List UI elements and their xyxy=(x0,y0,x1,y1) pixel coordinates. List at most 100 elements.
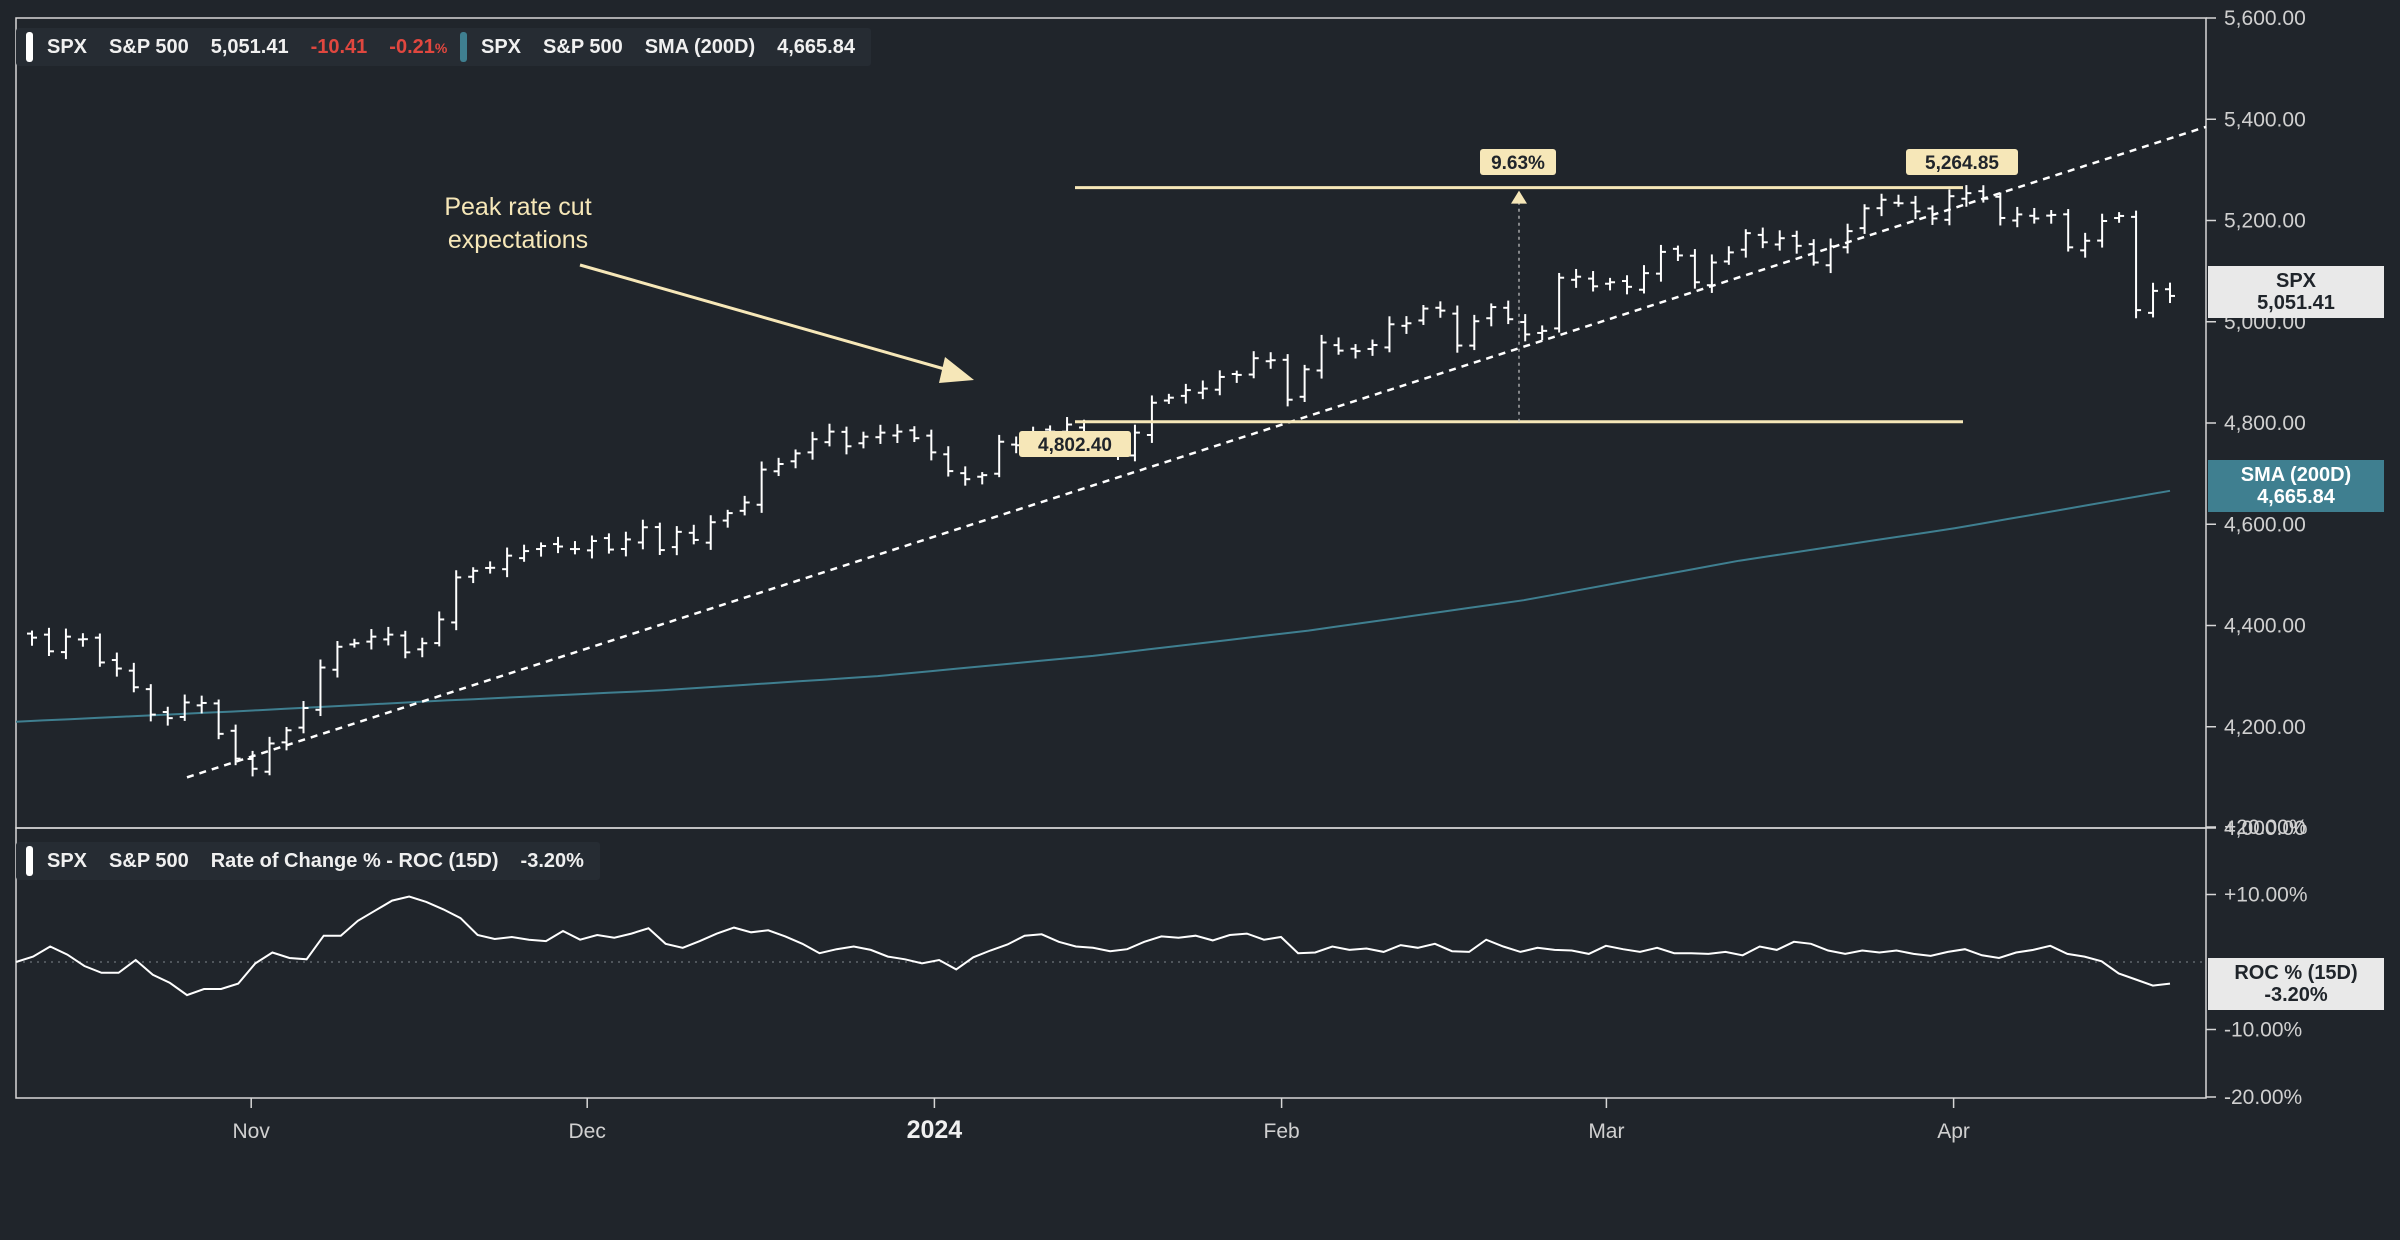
price-bar xyxy=(756,461,767,513)
roc-axis-tick-label: -10.00% xyxy=(2224,1019,2302,1042)
price-bar xyxy=(654,522,665,556)
legend-roc-swatch xyxy=(26,846,33,876)
price-bar xyxy=(281,726,292,751)
price-bar xyxy=(94,633,105,667)
legend-main-symbol: SPX xyxy=(47,35,88,58)
price-bar xyxy=(1995,192,2006,226)
legend-roc-symbol: SPX xyxy=(47,849,88,872)
price-bar xyxy=(1503,300,1514,325)
time-axis-label: Apr xyxy=(1937,1120,1970,1143)
price-bar xyxy=(1944,189,1955,226)
legend-sma-symbol: SPX xyxy=(481,35,522,58)
price-bar xyxy=(553,536,564,554)
legend-main-change-pct-wrap: -0.21% xyxy=(389,36,447,59)
price-bar xyxy=(1282,354,1293,407)
price-bar xyxy=(1520,314,1531,342)
price-bar xyxy=(1978,185,1989,203)
price-bar xyxy=(722,509,733,528)
price-bar xyxy=(1384,316,1395,353)
price-bar xyxy=(349,638,360,648)
legend-roc-name: S&P 500 xyxy=(109,849,189,872)
price-bar xyxy=(2012,206,2023,228)
price-bar xyxy=(247,750,258,777)
price-bar xyxy=(909,426,920,443)
legend-main[interactable]: SPX S&P 500 5,051.41 -10.41 -0.21% xyxy=(16,28,464,66)
time-axis-label: Feb xyxy=(1264,1120,1300,1143)
price-bar xyxy=(943,446,954,477)
price-bar xyxy=(485,561,496,574)
legend-main-change: -10.41 xyxy=(310,35,368,58)
spx-price-tag-value: 5,051.41 xyxy=(2257,292,2335,314)
sma-price-tag: SMA (200D) 4,665.84 xyxy=(2208,460,2384,512)
annotation-line-2: expectations xyxy=(448,226,588,254)
price-bar xyxy=(162,706,173,726)
price-axis-tick-label: 5,600.00 xyxy=(2224,7,2306,30)
roc-price-tag-label: ROC % (15D) xyxy=(2234,962,2358,984)
price-bar xyxy=(2029,207,2040,224)
price-bar xyxy=(1180,383,1191,404)
price-bar xyxy=(2131,210,2142,319)
price-bar xyxy=(1622,275,1633,295)
measure-pct-label-bg xyxy=(1480,149,1556,175)
price-bar xyxy=(1435,301,1446,318)
measure-pct-label: 9.63% xyxy=(1491,153,1545,174)
price-bar xyxy=(1248,351,1259,379)
price-bar xyxy=(1588,271,1599,292)
time-axis-label: 2024 xyxy=(907,1116,963,1144)
price-bar xyxy=(2114,212,2125,223)
annotation-arrowhead xyxy=(939,357,974,383)
price-bar xyxy=(2080,232,2091,258)
price-bar xyxy=(128,662,139,693)
price-bar xyxy=(1350,344,1361,359)
price-bar xyxy=(671,526,682,556)
price-bar xyxy=(807,431,818,460)
price-bar xyxy=(332,641,343,678)
price-bar xyxy=(77,633,88,647)
legend-roc-indicator: Rate of Change % - ROC (15D) xyxy=(210,849,499,872)
price-bar xyxy=(1638,265,1649,294)
price-bar xyxy=(773,457,784,477)
price-bar xyxy=(145,684,156,722)
price-bar xyxy=(824,423,835,447)
legend-sma-name: S&P 500 xyxy=(543,35,623,58)
price-bar xyxy=(569,541,580,555)
price-bar xyxy=(1146,395,1157,443)
price-bar xyxy=(858,431,869,449)
roc-axis-tick-label: +20.00% xyxy=(2224,816,2308,839)
legend-sma-swatch xyxy=(460,32,467,62)
price-bar xyxy=(536,542,547,557)
price-bar xyxy=(27,630,37,646)
price-bar xyxy=(1757,227,1768,249)
price-bar xyxy=(1723,246,1734,265)
legend-sma[interactable]: SPX S&P 500 SMA (200D) 4,665.84 xyxy=(450,28,871,66)
price-bar xyxy=(1367,339,1378,356)
roc-price-tag-value: -3.20% xyxy=(2264,984,2328,1006)
legend-sma-indicator: SMA (200D) xyxy=(644,35,756,58)
price-bar xyxy=(1265,352,1276,369)
measure-low-label: 4,802.40 xyxy=(1038,435,1112,456)
price-bar xyxy=(960,466,971,486)
legend-roc[interactable]: SPX S&P 500 Rate of Change % - ROC (15D)… xyxy=(16,842,600,880)
roc-axis-tick-label: +10.00% xyxy=(2224,884,2308,907)
price-bar xyxy=(688,524,699,545)
price-bar xyxy=(1316,334,1327,379)
price-axis-tick-label: 4,800.00 xyxy=(2224,412,2306,435)
price-bar xyxy=(1571,268,1582,288)
annotation-line-1: Peak rate cut xyxy=(444,193,591,221)
price-bar xyxy=(1418,305,1429,325)
price-bar xyxy=(1486,303,1497,327)
price-bar xyxy=(2165,282,2175,304)
price-bar xyxy=(502,547,513,578)
legend-main-swatch xyxy=(26,32,33,62)
price-bar xyxy=(315,659,326,717)
price-bar xyxy=(213,699,224,740)
legend-main-change-pct: -0.21 xyxy=(389,35,435,58)
measure-low-label-bg xyxy=(1019,431,1131,457)
price-bar xyxy=(111,652,122,677)
time-axis-label: Dec xyxy=(569,1120,606,1143)
price-bar xyxy=(637,519,648,550)
price-bar xyxy=(1689,249,1700,289)
price-bar xyxy=(1214,370,1225,396)
price-bar xyxy=(1333,337,1344,355)
